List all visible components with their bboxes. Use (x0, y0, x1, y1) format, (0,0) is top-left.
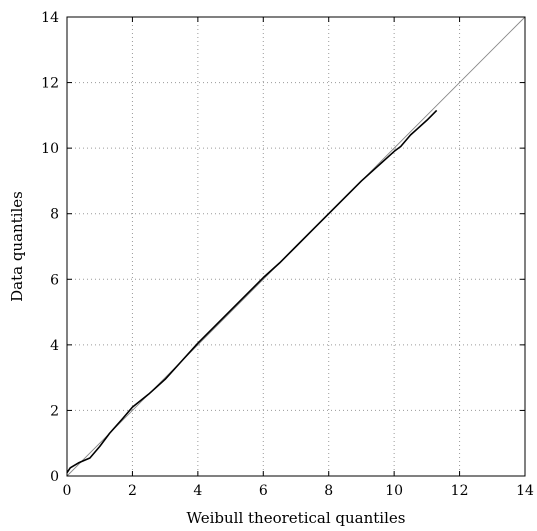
x-axis-ticks: 0 2 4 6 8 10 12 14 (63, 17, 534, 499)
x-tick-label: 0 (63, 483, 72, 499)
y-tick-label: 10 (41, 141, 59, 157)
y-axis-label: Data quantiles (8, 191, 26, 302)
data-line-group (66, 109, 438, 474)
data-quantile-line (66, 109, 438, 474)
plot-frame (66, 16, 526, 477)
x-tick-label: 6 (259, 483, 268, 499)
x-tick-label: 2 (128, 483, 137, 499)
y-axis-ticks: 0 2 4 6 8 10 12 14 (41, 10, 525, 485)
x-tick-label: 14 (516, 483, 534, 499)
grid (67, 17, 525, 476)
y-tick-label: 8 (50, 207, 59, 223)
y-tick-label: 0 (50, 469, 59, 485)
x-axis-label: Weibull theoretical quantiles (187, 509, 406, 527)
x-tick-label: 4 (193, 483, 202, 499)
y-tick-label: 6 (50, 272, 59, 288)
y-tick-label: 2 (50, 403, 59, 419)
x-tick-label: 10 (385, 483, 403, 499)
y-tick-label: 4 (50, 338, 59, 354)
x-tick-label: 8 (324, 483, 333, 499)
y-tick-label: 12 (41, 76, 59, 92)
x-tick-label: 12 (451, 483, 469, 499)
y-tick-label: 14 (41, 10, 59, 26)
